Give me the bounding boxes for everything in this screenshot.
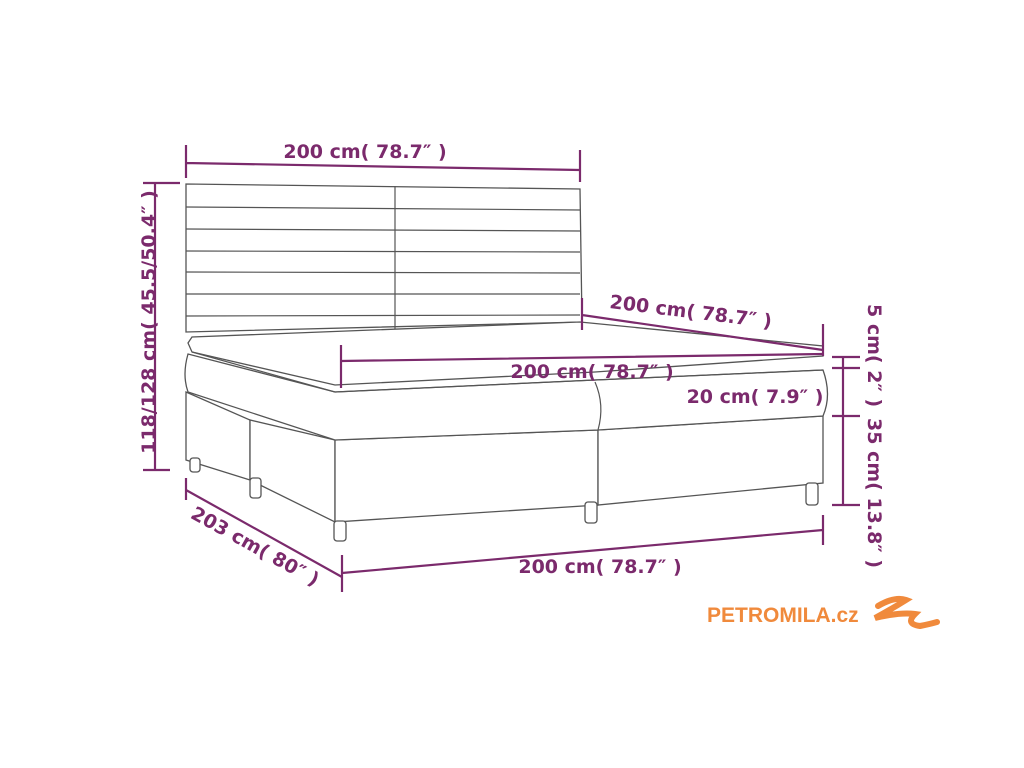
front-width-label: 200 cm( 78.7″ ) [518, 556, 681, 578]
mattress [184, 353, 829, 441]
headboard [185, 183, 583, 333]
mattress-height-label: 20 cm( 7.9″ ) [687, 386, 824, 408]
topper-height-label: 5 cm( 2″ ) [863, 304, 885, 407]
total-height-label: 118/128 cm( 45.5/50.4″ ) [138, 190, 160, 454]
logo-text: PETROMILA.cz [707, 604, 859, 627]
base-height-label: 35 cm( 13.8″ ) [863, 418, 885, 568]
headboard-width-label: 200 cm( 78.7″ ) [283, 141, 446, 163]
dimension-lines [143, 145, 860, 592]
petromila-logo: PETROMILA.cz [707, 595, 940, 630]
length-label: 203 cm( 80″ ) [187, 502, 323, 591]
mattress-width-label: 200 cm( 78.7″ ) [510, 361, 673, 383]
bed-base [185, 391, 824, 542]
logo-swoosh-icon [873, 595, 940, 630]
